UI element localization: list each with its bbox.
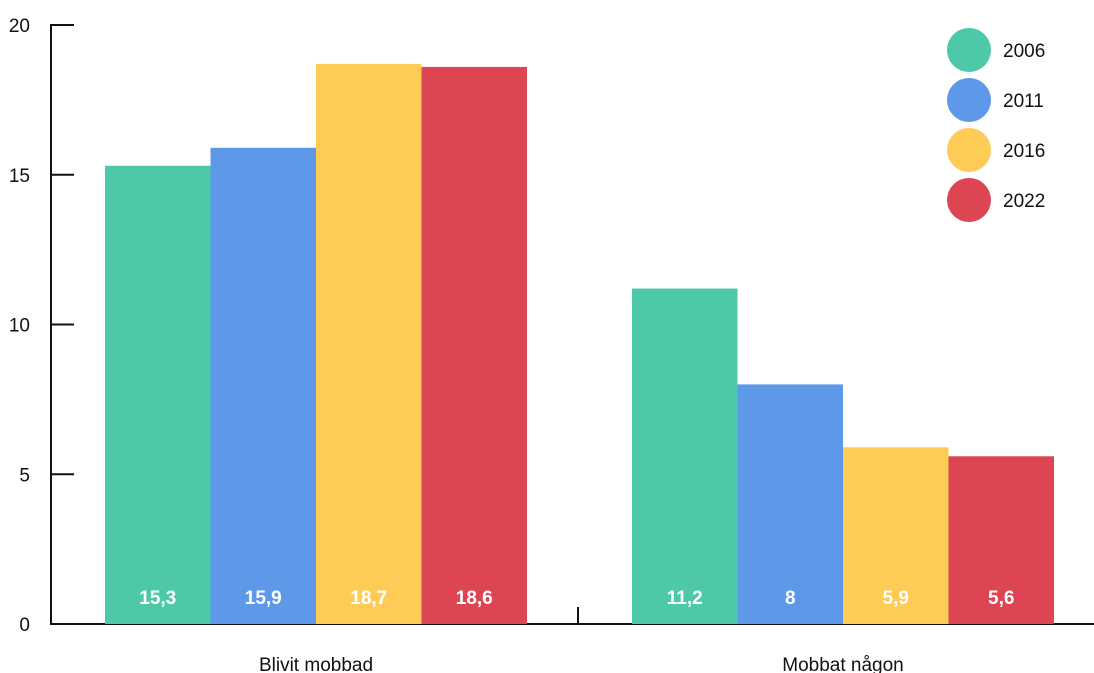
- bar-2011-1: [737, 384, 843, 624]
- y-tick-label: 15: [9, 166, 30, 187]
- bar-2006-0: [105, 165, 211, 624]
- bar-value-label: 8: [785, 588, 796, 609]
- bar-2016-0: [316, 63, 422, 625]
- legend-swatch: [947, 178, 991, 222]
- legend-label: 2016: [1003, 141, 1045, 162]
- data-labels: 15,3 11,2 15,9 8 18,7 5,9 18,6 5,6: [139, 588, 1014, 609]
- bar-value-label: 18,6: [456, 588, 493, 609]
- bar-value-label: 18,7: [350, 588, 387, 609]
- y-tick-label: 0: [19, 615, 30, 636]
- legend-label: 2006: [1003, 41, 1045, 62]
- bar-value-label: 5,6: [988, 588, 1014, 609]
- bar-2006-1: [632, 288, 738, 624]
- bar-value-label: 11,2: [667, 588, 703, 609]
- legend-swatch: [947, 78, 991, 122]
- x-category-label: Blivit mobbad: [259, 655, 373, 673]
- bar-2016-1: [843, 447, 949, 624]
- x-category-label: Mobbat någon: [782, 655, 904, 673]
- bar-2022-1: [948, 456, 1054, 624]
- legend-label: 2022: [1003, 191, 1045, 212]
- y-tick-label: 10: [9, 316, 30, 337]
- legend-swatch: [947, 128, 991, 172]
- bar-value-label: 5,9: [883, 588, 909, 609]
- legend: 2006 2011 2016 2022: [947, 28, 1045, 222]
- bars: [105, 63, 1054, 625]
- bar-2011-0: [210, 147, 316, 625]
- y-tick-label: 20: [9, 16, 30, 37]
- legend-swatch: [947, 28, 991, 72]
- y-tick-label: 5: [19, 465, 30, 486]
- bar-value-label: 15,3: [139, 588, 176, 609]
- legend-label: 2011: [1003, 91, 1044, 112]
- bar-value-label: 15,9: [245, 588, 282, 609]
- bar-2022-0: [421, 66, 527, 625]
